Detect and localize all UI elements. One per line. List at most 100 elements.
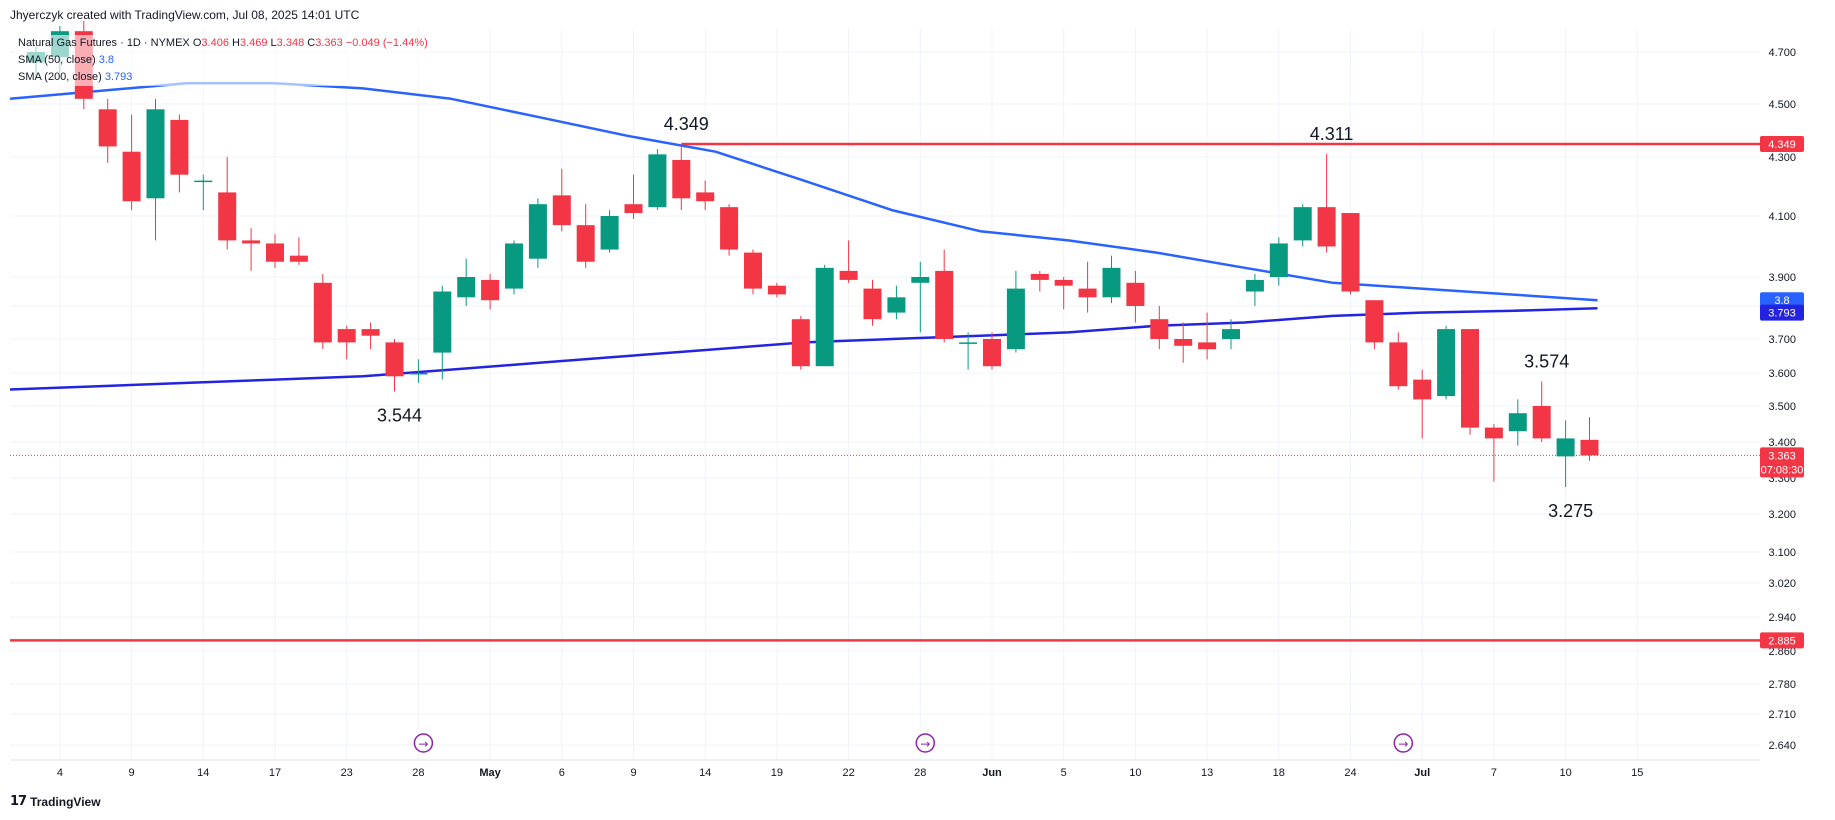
candle-body[interactable]	[1126, 282, 1145, 306]
candle-body[interactable]	[1198, 342, 1217, 350]
candle-body[interactable]	[672, 159, 691, 199]
event-markers[interactable]: → → →	[413, 733, 1414, 753]
candle-body[interactable]	[744, 252, 762, 289]
legend[interactable]: Natural Gas Futures · 1D · NYMEX O3.406 …	[18, 35, 428, 86]
candle[interactable]	[1126, 270, 1145, 323]
candle-body[interactable]	[1317, 207, 1336, 247]
candle-body[interactable]	[552, 195, 571, 226]
candle-body[interactable]	[1532, 406, 1551, 439]
candle[interactable]	[839, 240, 858, 283]
tradingview-brand[interactable]: 17 TradingView	[10, 794, 101, 809]
candle-body[interactable]	[767, 285, 786, 295]
candle[interactable]	[457, 258, 476, 306]
candle[interactable]	[313, 273, 332, 350]
candle-body[interactable]	[146, 109, 165, 199]
candles[interactable]	[27, 20, 1599, 487]
candle-body[interactable]	[1222, 329, 1240, 339]
candle-body[interactable]	[600, 216, 619, 250]
candle-body[interactable]	[266, 243, 284, 262]
sma50-label[interactable]: SMA (50, close)	[18, 54, 96, 66]
candle[interactable]	[1102, 255, 1121, 304]
candle-body[interactable]	[1508, 413, 1527, 432]
candle[interactable]	[1150, 306, 1169, 350]
candle[interactable]	[242, 228, 261, 271]
candle[interactable]	[791, 315, 810, 370]
candle-body[interactable]	[720, 207, 739, 250]
candle[interactable]	[1054, 277, 1073, 310]
event-marker-icon[interactable]: →	[915, 733, 936, 753]
candle-body[interactable]	[98, 109, 117, 147]
candle[interactable]	[911, 261, 930, 333]
candle[interactable]	[1222, 319, 1240, 350]
candle[interactable]	[720, 204, 739, 256]
candle-body[interactable]	[1102, 267, 1121, 298]
candle[interactable]	[1269, 237, 1288, 286]
candle[interactable]	[528, 198, 547, 268]
candle-body[interactable]	[242, 240, 261, 244]
candle-body[interactable]	[1245, 279, 1264, 292]
candle[interactable]	[1556, 420, 1575, 487]
candle-body[interactable]	[481, 279, 500, 301]
candle-body[interactable]	[839, 270, 858, 280]
candle-body[interactable]	[170, 119, 189, 175]
candle[interactable]	[1317, 154, 1336, 253]
candle-body[interactable]	[433, 291, 452, 353]
sma200-label[interactable]: SMA (200, close)	[18, 71, 102, 83]
price-axis[interactable]: 2.640 2.710 2.780 2.860 2.940 3.020 3.100 3.200…	[1760, 28, 1835, 760]
candle[interactable]	[361, 322, 380, 350]
candle[interactable]	[863, 279, 882, 326]
candle[interactable]	[576, 204, 595, 268]
candle-body[interactable]	[313, 282, 332, 343]
candle-body[interactable]	[959, 342, 978, 344]
candle-body[interactable]	[1365, 300, 1384, 343]
candle[interactable]	[1532, 381, 1551, 442]
candle[interactable]	[122, 114, 141, 211]
candle-body[interactable]	[1174, 339, 1193, 346]
candle-body[interactable]	[791, 319, 810, 367]
event-marker-icon[interactable]: →	[1393, 733, 1414, 753]
legend-sma200-row[interactable]: SMA (200, close) 3.793	[18, 69, 428, 86]
candle-body[interactable]	[528, 204, 547, 259]
candle-body[interactable]	[815, 267, 834, 367]
candle[interactable]	[1580, 417, 1599, 461]
candle[interactable]	[505, 240, 523, 295]
candle[interactable]	[959, 332, 978, 370]
candle-body[interactable]	[911, 277, 930, 283]
candle[interactable]	[600, 210, 619, 253]
sma200-badge[interactable]	[1760, 304, 1804, 321]
symbol-title[interactable]: Natural Gas Futures · 1D · NYMEX	[18, 37, 190, 49]
event-marker-icon[interactable]: →	[413, 733, 434, 753]
candle[interactable]	[481, 273, 500, 310]
candle-body[interactable]	[983, 339, 1001, 367]
candle[interactable]	[1293, 204, 1312, 247]
candle-body[interactable]	[1150, 319, 1169, 339]
candle-body[interactable]	[624, 204, 643, 214]
candle-body[interactable]	[289, 255, 308, 262]
candle-body[interactable]	[648, 154, 667, 208]
horizontal-levels[interactable]	[10, 142, 1760, 642]
candle-body[interactable]	[1269, 243, 1288, 277]
candle-body[interactable]	[1006, 288, 1025, 350]
candle[interactable]	[1389, 332, 1408, 390]
candle[interactable]	[552, 168, 571, 232]
candle-body[interactable]	[1437, 329, 1456, 397]
candle[interactable]	[1365, 300, 1384, 350]
level-high-badge[interactable]	[1760, 136, 1804, 153]
candle[interactable]	[1508, 399, 1527, 446]
candle[interactable]	[194, 174, 213, 211]
candle[interactable]	[1413, 369, 1432, 439]
candle-body[interactable]	[1341, 213, 1360, 292]
candle-body[interactable]	[696, 192, 715, 202]
candle-body[interactable]	[1030, 273, 1049, 280]
candle-body[interactable]	[887, 297, 906, 313]
candle-body[interactable]	[218, 192, 237, 241]
candle-body[interactable]	[1461, 329, 1479, 428]
candle[interactable]	[98, 98, 117, 163]
candle[interactable]	[146, 98, 165, 241]
candle[interactable]	[1461, 329, 1479, 435]
candle[interactable]	[672, 144, 691, 211]
candle[interactable]	[289, 237, 308, 265]
candle[interactable]	[1006, 270, 1025, 353]
candle[interactable]	[385, 339, 404, 392]
